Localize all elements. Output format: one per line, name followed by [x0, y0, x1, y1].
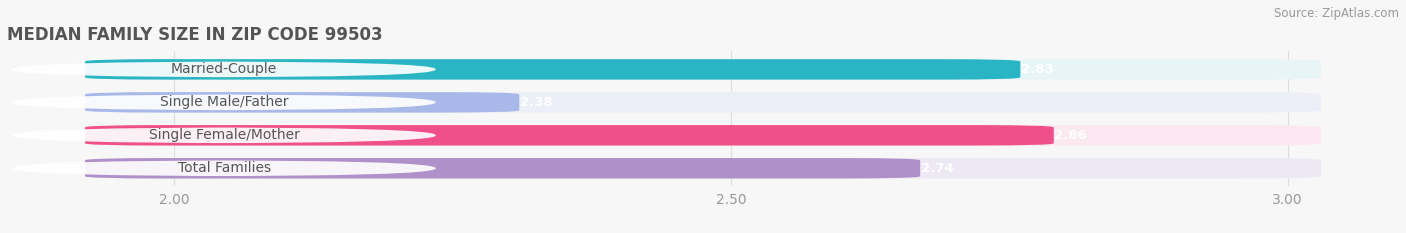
Text: 2.74: 2.74	[921, 162, 953, 175]
Text: Married-Couple: Married-Couple	[172, 62, 277, 76]
FancyBboxPatch shape	[13, 160, 436, 176]
Text: Single Female/Mother: Single Female/Mother	[149, 128, 299, 142]
Text: 2.83: 2.83	[1021, 63, 1053, 76]
FancyBboxPatch shape	[84, 158, 920, 178]
FancyBboxPatch shape	[84, 125, 1322, 146]
FancyBboxPatch shape	[84, 125, 1053, 146]
Text: 2.86: 2.86	[1054, 129, 1087, 142]
Text: Total Families: Total Families	[177, 161, 271, 175]
Text: Source: ZipAtlas.com: Source: ZipAtlas.com	[1274, 7, 1399, 20]
FancyBboxPatch shape	[84, 158, 1322, 178]
FancyBboxPatch shape	[13, 94, 436, 110]
FancyBboxPatch shape	[84, 92, 519, 113]
FancyBboxPatch shape	[84, 59, 1322, 80]
FancyBboxPatch shape	[84, 59, 1021, 80]
FancyBboxPatch shape	[84, 92, 1322, 113]
Text: MEDIAN FAMILY SIZE IN ZIP CODE 99503: MEDIAN FAMILY SIZE IN ZIP CODE 99503	[7, 26, 382, 44]
FancyBboxPatch shape	[13, 62, 436, 77]
FancyBboxPatch shape	[13, 127, 436, 143]
Text: 2.38: 2.38	[520, 96, 553, 109]
Text: Single Male/Father: Single Male/Father	[160, 95, 288, 109]
